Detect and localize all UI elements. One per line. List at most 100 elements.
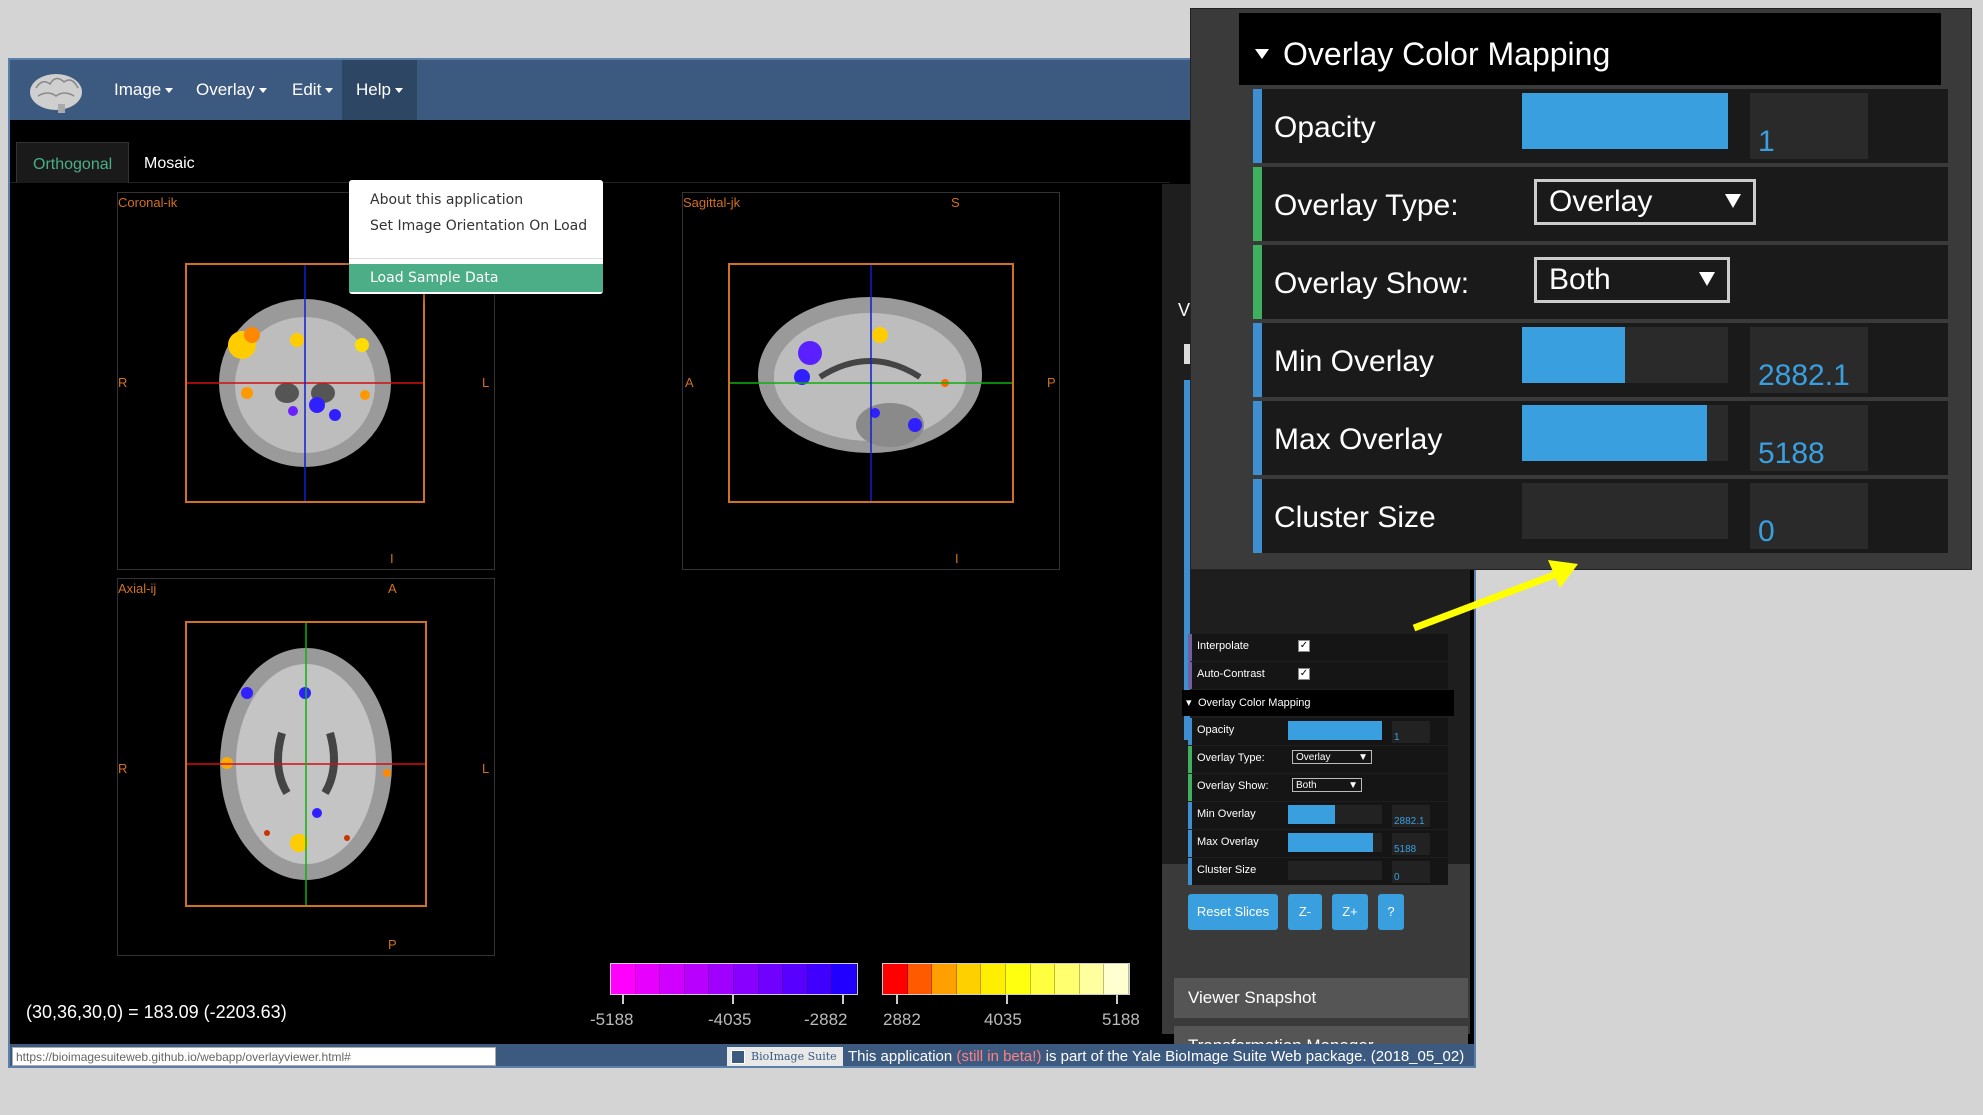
status-bar: https://bioimagesuiteweb.github.io/webap… [10,1044,1474,1066]
caret-down-icon [258,88,267,94]
panel-edge-marker [1184,344,1190,364]
orient-top: S [951,195,960,210]
zoom-max-overlay-label: Max Overlay [1274,423,1443,456]
caret-down-icon [325,88,334,94]
auto-contrast-checkbox[interactable]: ✓ [1298,668,1310,680]
dropdown-arrow-icon: ▼ [1358,752,1368,763]
coronal-brain-image [187,265,423,501]
zoom-min-overlay-label: Min Overlay [1274,345,1435,378]
zoom-overlay-show-select: Both [1534,257,1730,303]
menu-image[interactable]: Image [100,60,187,120]
colorbar-tick [896,994,898,1004]
status-url: https://bioimagesuiteweb.github.io/webap… [12,1047,496,1066]
opacity-slider[interactable] [1288,721,1382,740]
dropdown-arrow-icon [1699,272,1715,286]
slice-frame [728,263,1014,503]
callout-arrow-icon [1412,560,1578,632]
footer-text: This application (still in beta!) is par… [848,1048,1465,1065]
max-overlay-value[interactable]: 5188 [1392,833,1430,855]
viewer-snapshot-section[interactable]: Viewer Snapshot [1174,978,1468,1018]
max-overlay-slider[interactable] [1288,833,1382,852]
min-overlay-slider[interactable] [1288,805,1382,824]
zoom-opacity-slider [1522,93,1728,149]
zoom-cluster-size-value: 0 [1750,483,1868,549]
beta-note: (still in beta!) [956,1048,1042,1065]
zoom-min-overlay-row: Min Overlay 2882.1 [1253,323,1948,397]
interpolate-checkbox[interactable]: ✓ [1298,640,1310,652]
axial-brain-image [187,623,425,905]
help-dropdown: About this application Set Image Orienta… [349,180,603,294]
zoom-min-overlay-slider [1522,327,1728,383]
coordinate-readout: (30,36,30,0) = 183.09 (-2203.63) [26,1002,287,1022]
overlay-section-header[interactable]: ▾ Overlay Color Mapping [1182,690,1454,716]
view-label: Coronal-ik [118,195,178,210]
zoom-callout: Overlay Color Mapping Opacity 1 Overlay … [1190,8,1972,570]
colorbar-tick [1006,994,1008,1004]
orient-left: R [118,761,128,776]
colorbar-swatch [932,964,957,994]
menu-edit[interactable]: Edit [278,60,347,120]
overlay-type-select[interactable]: Overlay ▼ [1292,750,1372,764]
opacity-label: Opacity [1197,724,1235,736]
colorbar-swatch [709,964,734,994]
colorbar-swatch [907,964,933,994]
orient-right: L [482,761,490,776]
colorbar-swatch [1079,964,1105,994]
expand-triangle-icon [1255,49,1269,59]
tab-mosaic[interactable]: Mosaic [144,155,195,172]
panel-edge-strip [1184,380,1190,740]
opacity-value[interactable]: 1 [1392,721,1430,743]
zoom-opacity-label: Opacity [1274,111,1376,144]
colorbar-swatch [783,964,808,994]
min-overlay-slider-fill [1288,805,1335,824]
colorbar-label: 2882 [883,1010,921,1029]
colorbar-label: -2882 [804,1010,848,1029]
overlay-show-row: Overlay Show: Both ▼ [1188,774,1448,801]
coronal-view[interactable]: Coronal-ik R L I [117,192,495,570]
menu-item-set-orientation[interactable]: Set Image Orientation On Load [370,218,588,234]
reset-slices-button[interactable]: Reset Slices [1188,894,1278,930]
orient-bottom: I [390,551,394,566]
zoom-max-overlay-value: 5188 [1750,405,1868,471]
max-overlay-label: Max Overlay [1197,836,1259,848]
brain-logo-icon [30,74,82,113]
cluster-size-value[interactable]: 0 [1392,861,1430,883]
colorbar-swatch [807,964,833,994]
menu-item-about[interactable]: About this application [370,192,524,208]
zoom-cluster-size-slider [1522,483,1728,539]
colorbar-tick [622,994,624,1004]
view-label: Sagittal-jk [683,195,741,210]
colorbar-label: -5188 [590,1010,634,1029]
zoom-overlay-show-label: Overlay Show: [1274,267,1470,300]
shield-icon [731,1050,745,1064]
menu-item-load-sample-data[interactable]: Load Sample Data [349,264,603,292]
orient-bottom: P [388,937,397,952]
colorbar-swatch [832,964,857,994]
colorbar-swatch [1104,964,1129,994]
overlay-type-label: Overlay Type: [1197,752,1265,764]
sagittal-view[interactable]: Sagittal-jk S A P I [682,192,1060,570]
overlay-show-select[interactable]: Both ▼ [1292,778,1362,792]
min-overlay-value[interactable]: 2882.1 [1392,805,1430,827]
help-button[interactable]: ? [1378,894,1404,930]
menu-overlay[interactable]: Overlay [182,60,281,120]
orient-left: A [685,375,694,390]
bioimage-suite-logo: BioImage Suite [727,1047,843,1066]
positive-colorbar [882,963,1130,995]
max-overlay-row: Max Overlay 5188 [1188,830,1448,857]
menu-help[interactable]: Help [342,60,417,120]
cluster-size-slider[interactable] [1288,861,1382,880]
overlay-show-label: Overlay Show: [1197,780,1269,792]
slice-frame [185,263,425,503]
colorbar-swatch [1055,964,1080,994]
zoom-out-button[interactable]: Z- [1288,894,1322,930]
caret-down-icon [394,88,403,94]
zoom-min-overlay-slider-fill [1522,327,1625,383]
colorbar-tick [842,994,844,1004]
zoom-opacity-slider-fill [1522,93,1728,149]
tab-orthogonal[interactable]: Orthogonal [16,142,130,183]
dropdown-arrow-icon [1725,194,1741,208]
orient-left: R [118,375,128,390]
zoom-in-button[interactable]: Z+ [1332,894,1368,930]
axial-view[interactable]: Axial-ij A R L P [117,578,495,956]
